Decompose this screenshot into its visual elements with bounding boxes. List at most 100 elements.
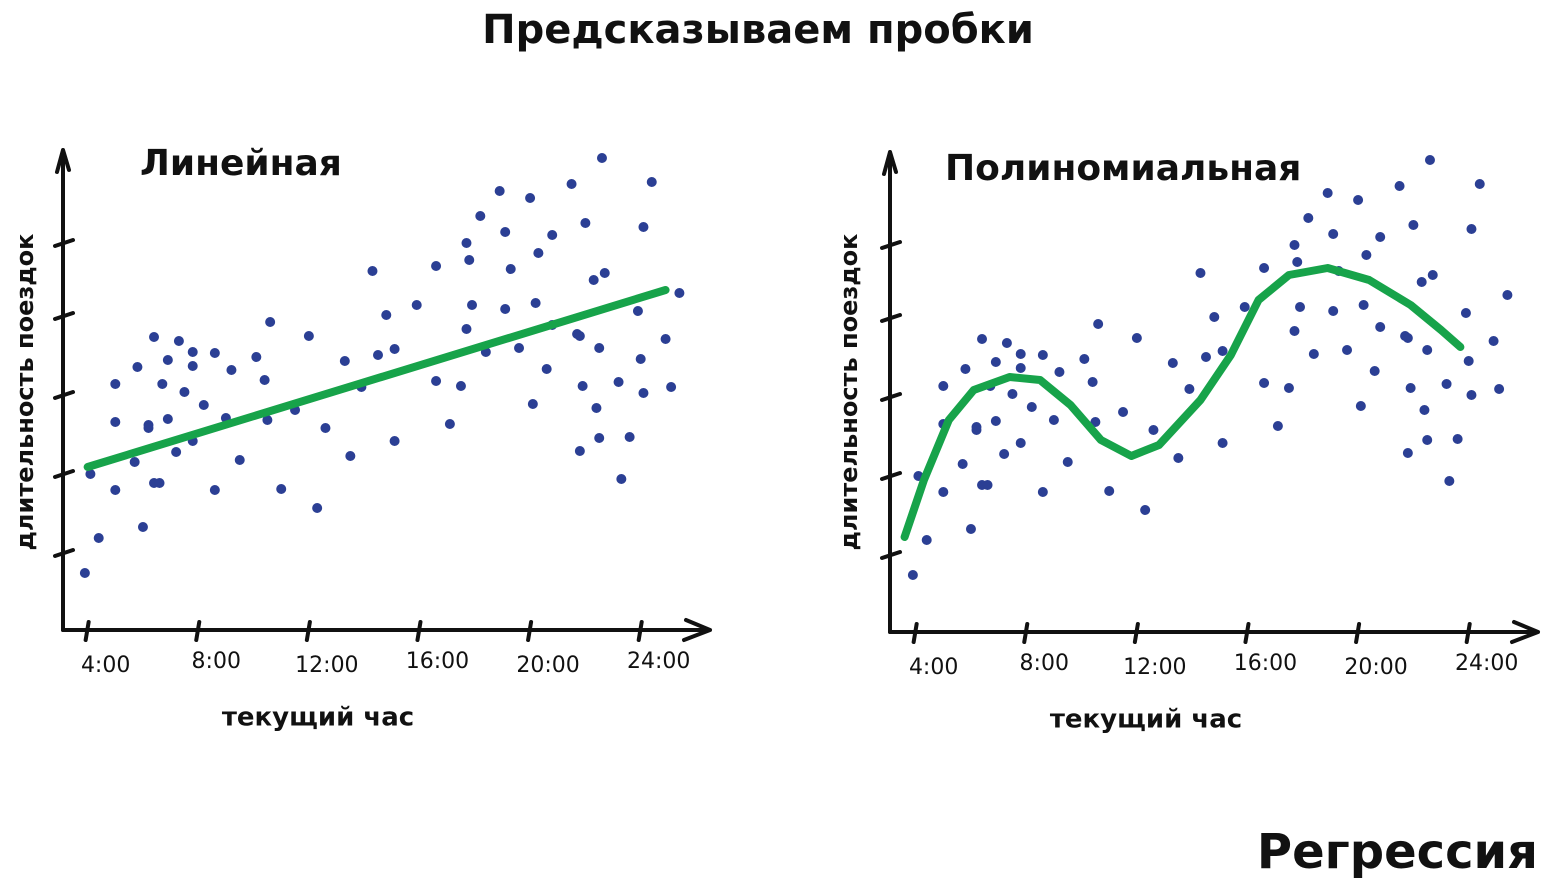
data-point [411,300,422,310]
data-point [1466,390,1477,400]
data-point [276,484,287,494]
data-point [599,268,610,278]
x-tick [194,620,202,642]
data-point [588,275,599,285]
data-point [1328,229,1339,239]
data-point [938,487,949,497]
data-point [110,417,121,427]
data-point [1328,306,1339,316]
y-tick [53,238,75,248]
data-point [541,364,552,374]
page-title: Предсказываем пробки [482,7,1034,53]
data-point [162,355,173,365]
x-tick-label: 12:00 [295,653,358,678]
data-point [1015,349,1026,359]
data-point [1054,367,1065,377]
data-point [173,336,184,346]
data-point [632,306,643,316]
fit-line [900,264,1465,541]
data-point [1118,407,1129,417]
data-point [1087,377,1098,387]
data-point [265,317,276,327]
data-point [455,381,466,391]
data-point [154,478,165,488]
data-point [1502,290,1513,300]
data-point [259,375,270,385]
data-point [971,425,982,435]
data-point [1195,268,1206,278]
data-point [303,331,314,341]
data-point [1048,415,1059,425]
data-point [960,364,971,374]
x-tick-label: 20:00 [1344,655,1407,680]
x-tick-label: 20:00 [516,653,579,678]
x-tick [911,622,919,644]
chart-title: Линейная [140,143,342,184]
data-point [1037,487,1048,497]
data-point [1015,363,1026,373]
data-point [1037,350,1048,360]
data-point [990,357,1001,367]
data-point [533,248,544,258]
data-point [179,387,190,397]
data-point [110,379,121,389]
data-point [1416,277,1427,287]
data-point [431,261,442,271]
data-point [525,193,536,203]
data-point [1167,358,1178,368]
data-point [464,255,475,265]
data-point [1375,322,1386,332]
data-point [646,177,657,187]
data-point [381,310,392,320]
data-point [990,416,1001,426]
data-point [461,238,472,248]
data-point [431,376,442,386]
y-tick [53,548,75,558]
data-point [1424,155,1435,165]
data-point [262,415,273,425]
data-point [514,343,525,353]
data-point [613,377,624,387]
data-point [251,352,262,362]
data-point [1217,346,1228,356]
data-point [461,324,472,334]
data-point [198,400,209,410]
data-point [339,356,350,366]
y-axis-label: длительность поездок [11,234,39,551]
data-point [660,334,671,344]
data-point [1494,384,1505,394]
data-point [500,304,511,314]
data-point [1422,435,1433,445]
data-point [977,334,988,344]
data-point [1427,270,1438,280]
data-point [1292,257,1303,267]
x-tick [1022,622,1030,644]
data-point [500,227,511,237]
data-point [616,474,627,484]
y-tick [880,471,902,481]
x-tick [1243,622,1251,644]
x-tick-label: 8:00 [1020,651,1069,676]
x-tick-label: 8:00 [192,649,241,674]
data-point [475,211,486,221]
data-point [527,399,538,409]
y-tick [53,469,75,479]
fit-line [83,286,670,471]
data-point [143,423,154,433]
data-point [1444,476,1455,486]
x-tick-label: 4:00 [909,655,958,680]
data-point [594,343,605,353]
data-point [1283,383,1294,393]
y-tick [880,240,902,250]
data-point [1173,453,1184,463]
data-point [85,469,96,479]
data-point [1295,302,1306,312]
data-point [79,568,90,578]
data-point [1201,352,1211,362]
x-tick [304,620,312,642]
data-point [149,332,160,342]
data-point [1303,213,1314,223]
data-point [367,266,378,276]
data-point [1015,438,1026,448]
data-point [566,179,577,189]
